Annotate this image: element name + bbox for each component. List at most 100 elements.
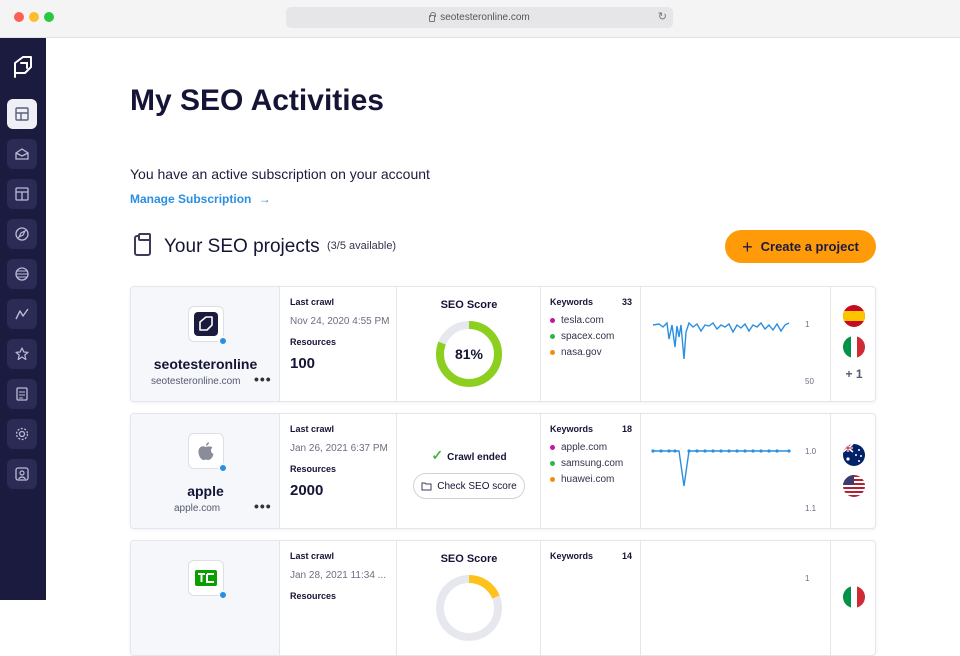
- last-crawl-label: Last crawl: [290, 551, 335, 561]
- keyword-color-dot: [550, 318, 555, 323]
- globe-icon: [15, 267, 29, 281]
- report-icon: [16, 387, 28, 401]
- seo-score-value: 81%: [454, 346, 484, 362]
- clipboard-icon: [134, 233, 151, 256]
- last-crawl-date: Jan 28, 2021 11:34 ...: [290, 570, 387, 581]
- status-dot: [218, 590, 228, 600]
- keyword-text: samsung.com: [561, 458, 624, 469]
- keywords-cell: Keywords 14: [541, 541, 641, 655]
- gear-icon: [15, 427, 29, 441]
- keyword-text: nasa.gov: [561, 347, 602, 358]
- reload-icon[interactable]: ↻: [657, 11, 667, 23]
- nav-settings-button[interactable]: [7, 419, 37, 449]
- apple-logo-icon: [198, 442, 214, 460]
- resources-label: Resources: [290, 591, 337, 601]
- seo-score-cell[interactable]: SEO Score 81%: [397, 287, 541, 401]
- chart-axis-top: 1.0: [805, 447, 817, 456]
- keywords-count: 18: [621, 424, 632, 434]
- usa-flag-icon: [843, 475, 865, 497]
- address-bar[interactable]: seotesteronline.com ↻: [286, 7, 673, 28]
- subscription-status-text: You have an active subscription on your …: [130, 166, 430, 182]
- crawl-status-text: Crawl ended: [447, 452, 507, 463]
- nav-favorites-button[interactable]: [7, 339, 37, 369]
- crawl-info-cell: Last crawl Nov 24, 2020 4:55 PM Resource…: [280, 287, 397, 401]
- more-options-button[interactable]: •••: [254, 498, 272, 514]
- create-project-label: Create a project: [760, 239, 859, 254]
- status-dot: [218, 336, 228, 346]
- chart-axis-bottom: 50: [805, 377, 814, 386]
- keywords-header: Keywords 14: [550, 551, 632, 561]
- seo-score-label: SEO Score: [440, 553, 498, 565]
- nav-page-builder-button[interactable]: [7, 179, 37, 209]
- trend-icon: [15, 308, 29, 320]
- arrow-right-icon: →: [258, 192, 271, 206]
- maximize-window-button[interactable]: [44, 12, 54, 22]
- nav-analytics-button[interactable]: [7, 299, 37, 329]
- envelope-open-icon: [15, 148, 29, 160]
- keyword-text: tesla.com: [561, 315, 604, 326]
- star-icon: [15, 347, 29, 361]
- page-title: My SEO Activities: [130, 84, 384, 117]
- chart-axis-top: 1: [805, 574, 810, 583]
- manage-subscription-link[interactable]: Manage Subscription →: [130, 192, 271, 206]
- ranking-chart-cell: 1.0 1.1: [641, 414, 831, 528]
- project-card-seotesteronline[interactable]: seotesteronline seotesteronline.com ••• …: [130, 286, 876, 402]
- create-project-button[interactable]: + Create a project: [725, 230, 876, 263]
- manage-subscription-label: Manage Subscription: [130, 192, 252, 206]
- techcrunch-logo-icon: [195, 570, 217, 586]
- status-dot: [218, 463, 228, 473]
- italy-flag-icon: [843, 586, 865, 608]
- project-site-cell: apple apple.com •••: [131, 414, 280, 528]
- browser-titlebar: seotesteronline.com ↻: [0, 0, 960, 38]
- keyword-color-dot: [550, 350, 555, 355]
- more-options-button[interactable]: •••: [254, 371, 272, 387]
- seo-score-cell[interactable]: SEO Score: [397, 541, 541, 655]
- keywords-label: Keywords: [550, 551, 594, 561]
- spain-flag-icon: [843, 305, 865, 327]
- keyword-color-dot: [550, 445, 555, 450]
- seo-score-label: SEO Score: [440, 299, 498, 311]
- keywords-header: Keywords 18: [550, 424, 632, 434]
- close-window-button[interactable]: [14, 12, 24, 22]
- crawl-info-cell: Last crawl Jan 28, 2021 11:34 ... Resour…: [280, 541, 397, 655]
- nav-seo-checker-button[interactable]: [7, 139, 37, 169]
- project-card-apple[interactable]: apple apple.com ••• Last crawl Jan 26, 2…: [130, 413, 876, 529]
- keyword-color-dot: [550, 477, 555, 482]
- project-site-cell: seotesteronline seotesteronline.com •••: [131, 287, 280, 401]
- australia-flag-icon: [843, 444, 865, 466]
- compass-icon: [15, 227, 29, 241]
- lock-icon: [429, 12, 437, 22]
- crawl-status: ✓ Crawl ended: [397, 447, 541, 464]
- keywords-cell: Keywords 33 tesla.com spacex.com nasa.go…: [541, 287, 641, 401]
- project-card-techcrunch[interactable]: Last crawl Jan 28, 2021 11:34 ... Resour…: [130, 540, 876, 656]
- check-seo-score-label: Check SEO score: [437, 480, 517, 492]
- nav-dashboard-button[interactable]: [7, 99, 37, 129]
- resources-label: Resources: [290, 337, 337, 347]
- ranking-chart-cell: 1 50: [641, 287, 831, 401]
- check-seo-score-button[interactable]: Check SEO score: [413, 473, 525, 499]
- nav-account-button[interactable]: [7, 459, 37, 489]
- seotesteronline-logo-icon: [194, 312, 218, 336]
- url-text: seotesteronline.com: [440, 12, 530, 23]
- last-crawl-label: Last crawl: [290, 424, 335, 434]
- nav-site-explorer-button[interactable]: [7, 219, 37, 249]
- keyword-text: apple.com: [561, 442, 608, 453]
- last-crawl-date: Nov 24, 2020 4:55 PM: [290, 316, 390, 327]
- project-site-cell: [131, 541, 280, 655]
- nav-reports-button[interactable]: [7, 379, 37, 409]
- plus-icon: +: [742, 236, 753, 257]
- nav-rank-tracker-button[interactable]: [7, 259, 37, 289]
- keywords-label: Keywords: [550, 424, 594, 434]
- keyword-item: nasa.gov: [550, 347, 602, 358]
- italy-flag-icon: [843, 336, 865, 358]
- resources-value: 100: [290, 355, 316, 372]
- resources-label: Resources: [290, 464, 337, 474]
- minimize-window-button[interactable]: [29, 12, 39, 22]
- more-countries-count[interactable]: + 1: [845, 367, 863, 381]
- app-logo-icon[interactable]: [11, 55, 35, 79]
- keywords-header: Keywords 33: [550, 297, 632, 307]
- projects-available-count: (3/5 available): [327, 240, 397, 252]
- keywords-count: 33: [621, 297, 632, 307]
- seo-score-ring: [436, 574, 502, 641]
- site-logo: [188, 560, 228, 600]
